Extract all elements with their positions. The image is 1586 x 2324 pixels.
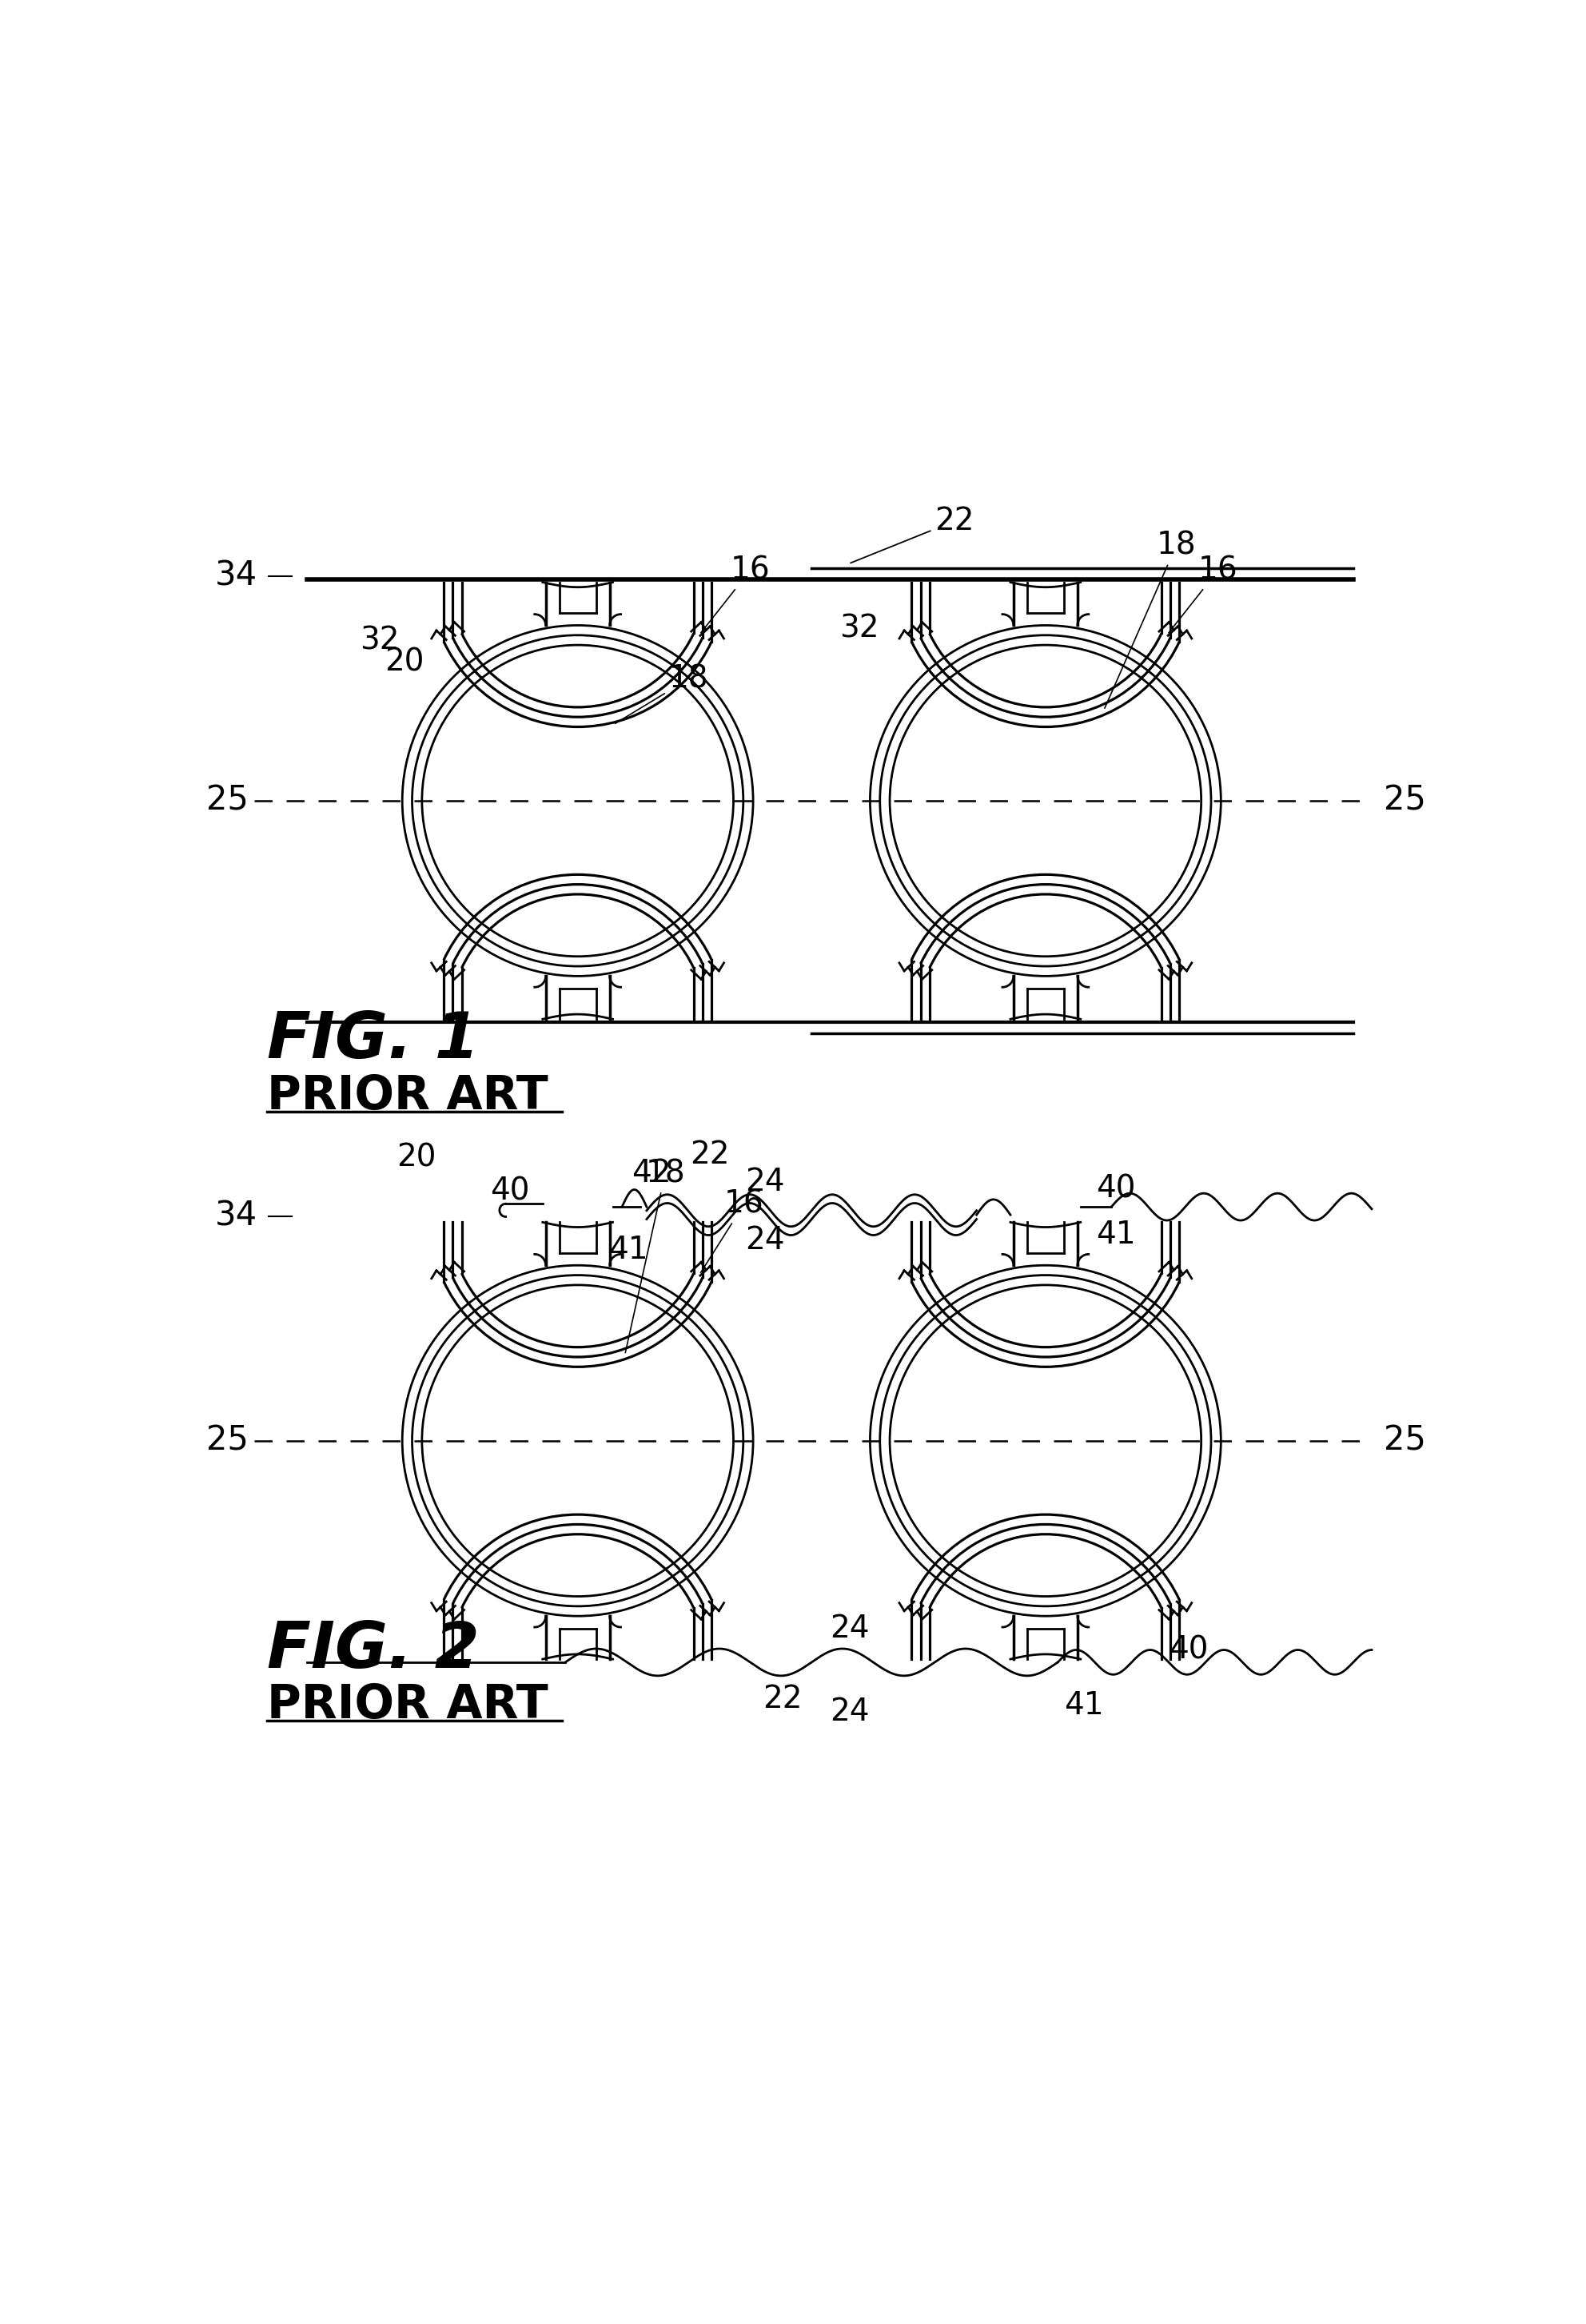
Text: 22: 22 xyxy=(850,507,974,562)
Text: 16: 16 xyxy=(1169,555,1237,632)
Text: 41: 41 xyxy=(1096,1220,1136,1250)
Text: 24: 24 xyxy=(829,1613,869,1643)
Text: 32: 32 xyxy=(360,625,400,655)
Text: 18: 18 xyxy=(625,1157,685,1353)
Text: 24: 24 xyxy=(745,1225,785,1255)
Text: 25: 25 xyxy=(206,783,249,818)
Text: 34: 34 xyxy=(216,560,257,593)
Text: 16: 16 xyxy=(701,1190,764,1274)
Text: 40: 40 xyxy=(1096,1174,1136,1204)
Text: FIG. 1: FIG. 1 xyxy=(266,1009,479,1071)
Text: 40: 40 xyxy=(1169,1634,1209,1664)
Text: 25: 25 xyxy=(1383,783,1426,818)
Text: 41: 41 xyxy=(609,1234,649,1264)
Text: PRIOR ART: PRIOR ART xyxy=(266,1683,549,1729)
Text: PRIOR ART: PRIOR ART xyxy=(266,1074,549,1118)
Text: 22: 22 xyxy=(763,1685,803,1715)
Text: 25: 25 xyxy=(206,1425,249,1457)
Text: 40: 40 xyxy=(490,1176,530,1206)
Text: 25: 25 xyxy=(1383,1425,1426,1457)
Text: 20: 20 xyxy=(396,1143,436,1174)
Text: 20: 20 xyxy=(385,646,425,676)
Text: 18: 18 xyxy=(1105,530,1196,709)
Text: 24: 24 xyxy=(829,1697,869,1727)
Text: 42: 42 xyxy=(631,1157,671,1188)
Text: 41: 41 xyxy=(1064,1690,1104,1720)
Text: 24: 24 xyxy=(745,1167,785,1197)
Text: 32: 32 xyxy=(839,614,879,644)
Text: 22: 22 xyxy=(690,1139,730,1169)
Text: 18: 18 xyxy=(615,665,709,723)
Text: FIG. 2: FIG. 2 xyxy=(266,1620,479,1680)
Text: 16: 16 xyxy=(701,555,771,632)
Text: 34: 34 xyxy=(216,1199,257,1232)
